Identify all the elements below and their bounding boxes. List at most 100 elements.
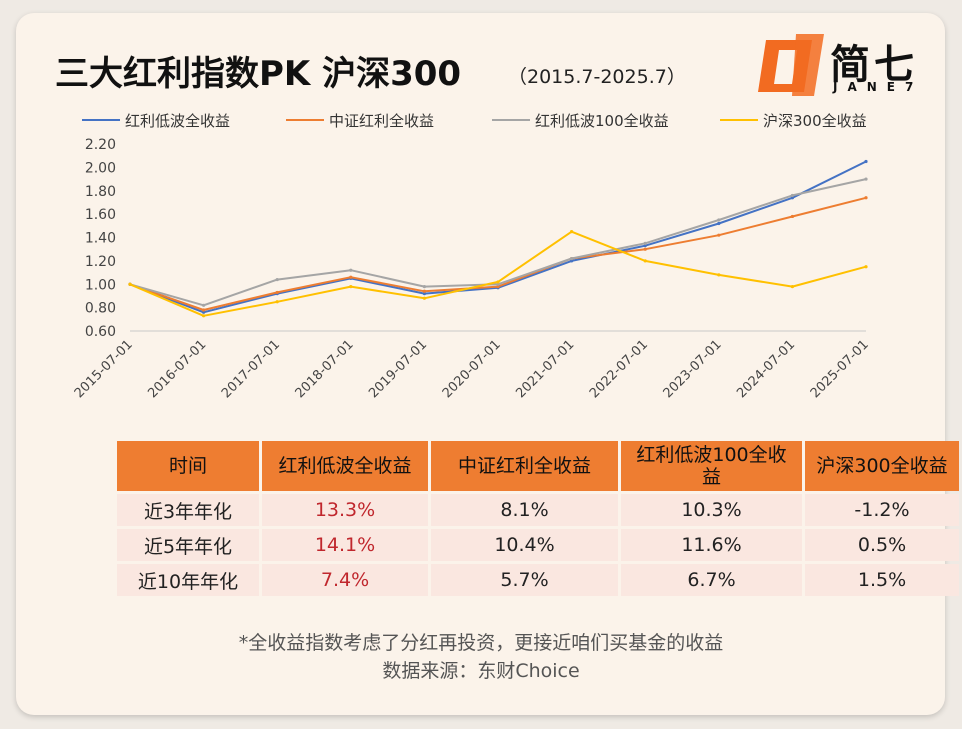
y-tick-label: 0.80: [85, 301, 116, 317]
data-point: [864, 159, 868, 164]
data-point: [790, 214, 795, 219]
data-point: [570, 230, 574, 234]
data-point: [202, 303, 206, 307]
table-cell: 11.6%: [621, 529, 802, 561]
table-header-row: 时间 红利低波全收益 中证红利全收益 红利低波100全收益 沪深300全收益: [117, 441, 959, 491]
y-tick-label: 2.00: [85, 160, 116, 176]
legend-label: 红利低波100全收益: [535, 111, 669, 130]
table-cell: 5.7%: [431, 564, 618, 596]
data-point: [349, 284, 353, 289]
legend-label: 红利低波全收益: [125, 111, 231, 130]
x-tick-label: 2022-07-01: [587, 337, 651, 401]
legend-label: 沪深300全收益: [763, 111, 867, 130]
x-tick-label: 2016-07-01: [145, 337, 209, 401]
data-point: [496, 284, 500, 289]
data-point: [717, 221, 721, 226]
data-point: [275, 277, 279, 282]
data-point: [275, 300, 279, 304]
data-point: [422, 296, 426, 300]
page-title: 三大红利指数PK 沪深300: [55, 54, 462, 94]
y-tick-label: 1.40: [85, 231, 116, 247]
data-point: [790, 193, 795, 198]
table-header-cell: 沪深300全收益: [805, 441, 959, 491]
data-point: [790, 196, 795, 200]
table-cell: -1.2%: [805, 494, 959, 526]
data-point: [643, 244, 647, 248]
table-cell: 7.4%: [262, 564, 428, 596]
data-point: [717, 233, 721, 237]
data-point: [643, 241, 647, 245]
table-row: 近10年年化 7.4% 5.7% 6.7% 1.5%: [117, 564, 959, 596]
data-point: [496, 282, 500, 286]
data-point: [717, 273, 721, 277]
data-point: [349, 275, 353, 279]
table-row: 近5年年化 14.1% 10.4% 11.6% 0.5%: [117, 529, 959, 561]
brand-logo-icon: [758, 34, 824, 96]
y-tick-label: 1.60: [85, 207, 116, 223]
y-tick-label: 0.60: [85, 324, 116, 340]
table-header-cell: 中证红利全收益: [431, 441, 618, 491]
data-point: [496, 280, 500, 284]
data-point: [790, 284, 795, 289]
table-cell: 8.1%: [431, 494, 618, 526]
table-cell: 0.5%: [805, 529, 959, 561]
table-cell: 13.3%: [262, 494, 428, 526]
x-tick-label: 2025-07-01: [808, 337, 872, 401]
x-tick-label: 2018-07-01: [293, 337, 357, 401]
data-point: [202, 308, 206, 312]
data-point: [570, 259, 574, 263]
card: [16, 13, 945, 715]
x-tick-label: 2021-07-01: [513, 337, 577, 401]
data-point: [422, 284, 426, 289]
brand-name: 简七: [830, 42, 918, 88]
y-tick-label: 1.20: [85, 254, 116, 270]
line-chart: 0.60 0.80 1.00 1.20 1.40 1.60 1.80 2.00 2.20 2015…: [72, 137, 872, 401]
x-tick-label: 2020-07-01: [440, 337, 504, 401]
x-tick-label: 2023-07-01: [661, 337, 725, 401]
table-cell: 6.7%: [621, 564, 802, 596]
legend-item-series-4: 沪深300全收益: [720, 110, 867, 130]
table-header-cell: 红利低波100全收益: [621, 441, 802, 491]
legend-label: 中证红利全收益: [329, 111, 435, 130]
row-label: 近3年年化: [117, 494, 259, 526]
legend-item-series-1: 红利低波全收益: [82, 110, 230, 130]
row-label: 近5年年化: [117, 529, 259, 561]
data-point: [864, 177, 868, 181]
y-tick-label: 2.20: [85, 137, 116, 153]
data-point: [422, 289, 426, 293]
data-point: [717, 218, 721, 222]
data-point: [349, 268, 353, 272]
data-point: [864, 265, 868, 269]
table-row: 近3年年化 13.3% 8.1% 10.3% -1.2%: [117, 494, 959, 526]
x-tick-label: 2017-07-01: [219, 337, 283, 401]
page-subtitle: （2015.7-2025.7）: [508, 66, 686, 88]
table-header-cell: 时间: [117, 441, 259, 491]
data-point: [128, 282, 132, 286]
table-cell: 1.5%: [805, 564, 959, 596]
data-point: [422, 292, 426, 296]
data-point: [864, 196, 868, 200]
data-point: [202, 310, 206, 314]
x-tick-label: 2019-07-01: [366, 337, 430, 401]
row-label: 近10年年化: [117, 564, 259, 596]
legend-item-series-2: 中证红利全收益: [286, 110, 434, 130]
data-point: [643, 247, 647, 251]
legend-item-series-3: 红利低波100全收益: [492, 110, 669, 130]
footnote: *全收益指数考虑了分红再投资，更接近咱们买基金的收益: [238, 632, 724, 654]
table-cell: 10.4%: [431, 529, 618, 561]
series-line: [129, 160, 867, 314]
y-tick-label: 1.00: [85, 277, 116, 293]
returns-table: 时间 红利低波全收益 中证红利全收益 红利低波100全收益 沪深300全收益 近…: [114, 438, 962, 599]
data-point: [275, 290, 279, 295]
x-tick-label: 2024-07-01: [734, 337, 798, 401]
table-cell: 10.3%: [621, 494, 802, 526]
data-source: 数据来源：东财Choice: [382, 660, 580, 682]
data-point: [643, 259, 647, 263]
table-header-cell: 红利低波全收益: [262, 441, 428, 491]
table-cell: 14.1%: [262, 529, 428, 561]
data-point: [202, 314, 206, 318]
y-tick-label: 1.80: [85, 184, 116, 200]
brand-name-en: JANE7: [833, 80, 924, 94]
x-tick-label: 2015-07-01: [72, 337, 136, 401]
data-point: [570, 256, 574, 261]
